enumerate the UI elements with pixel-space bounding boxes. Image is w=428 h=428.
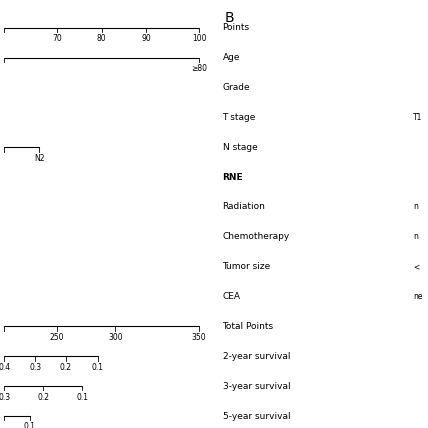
Text: 0.4: 0.4 <box>0 363 10 372</box>
Text: 0.2: 0.2 <box>60 363 72 372</box>
Text: T1: T1 <box>413 113 422 122</box>
Text: 0.1: 0.1 <box>76 392 88 401</box>
Text: Total Points: Total Points <box>223 322 273 331</box>
Text: 300: 300 <box>108 333 122 342</box>
Text: 90: 90 <box>142 34 152 43</box>
Text: 0.1: 0.1 <box>24 422 36 428</box>
Text: 80: 80 <box>97 34 107 43</box>
Text: ≥80: ≥80 <box>191 64 207 73</box>
Text: 5-year survival: 5-year survival <box>223 411 290 421</box>
Text: <: < <box>413 262 419 271</box>
Text: 100: 100 <box>192 34 206 43</box>
Text: 350: 350 <box>192 333 206 342</box>
Text: T stage: T stage <box>223 113 256 122</box>
Text: N2: N2 <box>34 154 45 163</box>
Text: Chemotherapy: Chemotherapy <box>223 232 290 241</box>
Text: 70: 70 <box>52 34 62 43</box>
Text: B: B <box>225 11 234 25</box>
Text: RNE: RNE <box>223 172 243 181</box>
Text: 250: 250 <box>50 333 64 342</box>
Text: Tumor size: Tumor size <box>223 262 271 271</box>
Text: n: n <box>413 232 418 241</box>
Text: CEA: CEA <box>223 292 241 301</box>
Text: 0.3: 0.3 <box>0 392 10 401</box>
Text: ne: ne <box>413 292 422 301</box>
Text: 0.1: 0.1 <box>92 363 104 372</box>
Text: 3-year survival: 3-year survival <box>223 382 290 391</box>
Text: Radiation: Radiation <box>223 202 265 211</box>
Text: Points: Points <box>223 23 250 33</box>
Text: Grade: Grade <box>223 83 250 92</box>
Text: n: n <box>413 202 418 211</box>
Text: Age: Age <box>223 53 240 62</box>
Text: 2-year survival: 2-year survival <box>223 352 290 361</box>
Text: 0.2: 0.2 <box>37 392 49 401</box>
Text: 0.3: 0.3 <box>29 363 41 372</box>
Text: N stage: N stage <box>223 143 257 152</box>
